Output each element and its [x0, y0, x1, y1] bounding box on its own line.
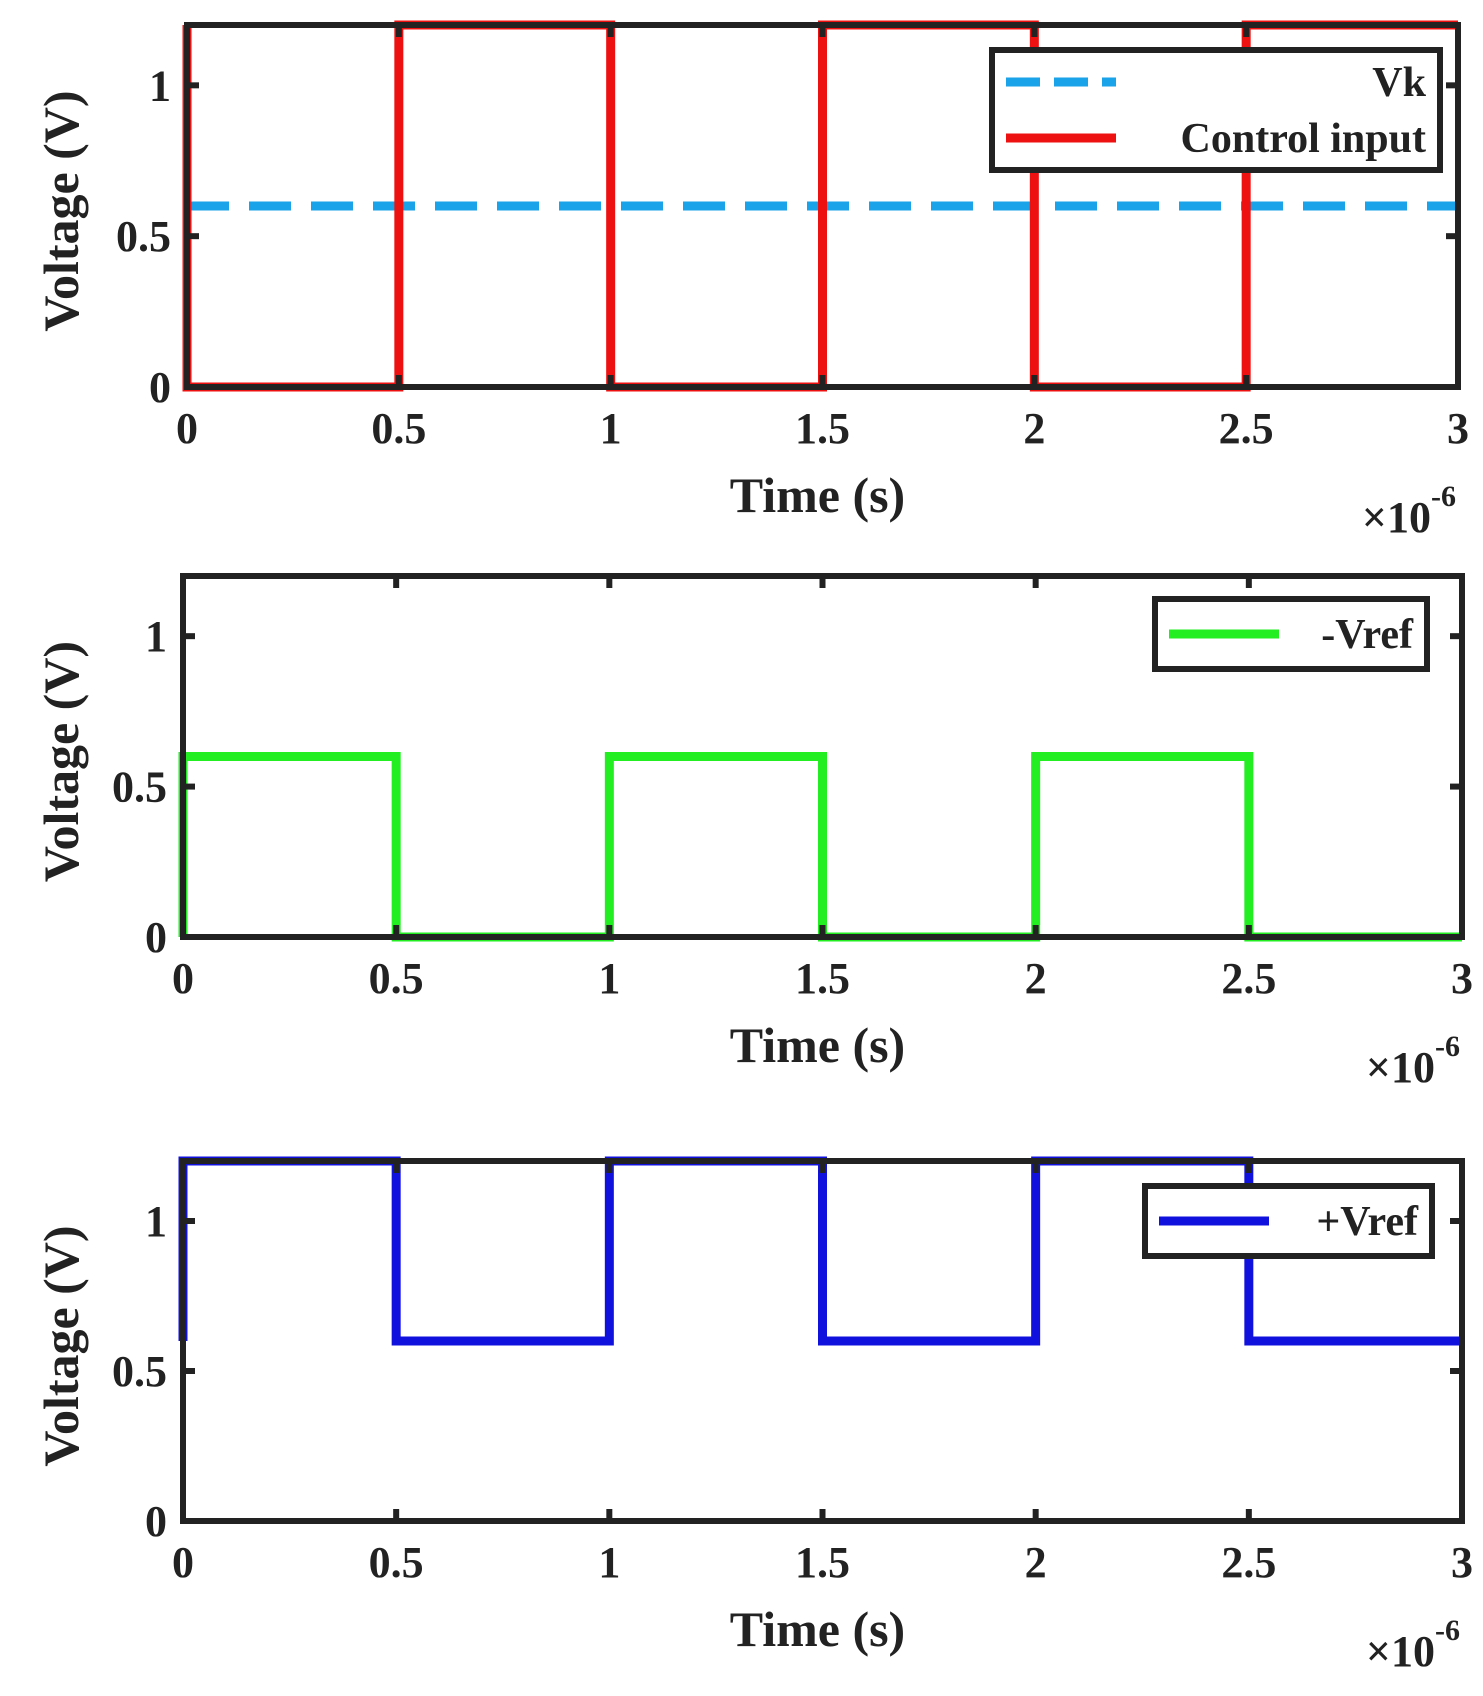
x-tick-label: 2.5	[1221, 954, 1276, 1003]
x-tick-label: 0	[176, 404, 198, 453]
x-tick-label: 3	[1451, 954, 1473, 1003]
x-tick-label: 2.5	[1221, 1538, 1276, 1587]
x-multiplier: ×10-6	[1362, 480, 1456, 542]
series-line-vref	[178, 752, 1462, 942]
x-tick-label: 0.5	[369, 954, 424, 1003]
legend-label: -Vref	[1321, 612, 1414, 658]
y-axis-title: Voltage (V)	[33, 90, 89, 331]
x-tick-label: 1	[598, 1538, 620, 1587]
y-tick-label: 0	[145, 913, 167, 962]
x-axis-title: Time (s)	[730, 1017, 905, 1073]
y-tick-label: 1	[145, 612, 167, 661]
x-tick-label: 0.5	[369, 1538, 424, 1587]
x-tick-label: 0.5	[371, 404, 426, 453]
chart-panel-3: 0 0.5 1 1.5 2 2.5 3 0 0.5 1 Time (s) Voltage (V) ×10…	[33, 1156, 1473, 1676]
y-axis-title: Voltage (V)	[33, 641, 89, 882]
x-multiplier: ×10-6	[1366, 1614, 1460, 1676]
chart-panel-2: 0 0.5 1 1.5 2 2.5 3 0 0.5 1 Time (s) Voltage (V) ×10…	[33, 573, 1473, 1092]
legend-label: Vk	[1372, 60, 1426, 106]
y-axis-title: Voltage (V)	[33, 1225, 89, 1466]
legend: Vk Control input	[989, 47, 1443, 173]
y-tick-label: 1	[149, 61, 171, 110]
y-tick-label: 0.5	[112, 763, 167, 812]
x-tick-label: 2.5	[1219, 404, 1274, 453]
legend-label: +Vref	[1316, 1199, 1419, 1245]
x-multiplier-exponent: -6	[1435, 1030, 1460, 1063]
x-tick-label: 0	[172, 1538, 194, 1587]
x-multiplier-exponent: -6	[1431, 480, 1456, 513]
x-tick-label: 3	[1447, 404, 1469, 453]
x-tick-label: 2	[1025, 1538, 1047, 1587]
x-tick-label: 1	[598, 954, 620, 1003]
x-multiplier-base: ×10	[1362, 493, 1431, 542]
legend: -Vref	[1152, 596, 1430, 672]
x-tick-label: 1.5	[795, 954, 850, 1003]
x-axis-title: Time (s)	[730, 467, 905, 523]
x-tick-label: 2	[1023, 404, 1045, 453]
x-tick-label: 2	[1025, 954, 1047, 1003]
y-tick-label: 0	[145, 1497, 167, 1546]
legend: +Vref	[1142, 1183, 1435, 1259]
legend-label: Control input	[1181, 116, 1426, 162]
y-tick-label: 1	[145, 1197, 167, 1246]
x-tick-label: 1.5	[795, 1538, 850, 1587]
y-tick-label: 0.5	[112, 1347, 167, 1396]
legend-box	[989, 47, 1443, 173]
x-multiplier-base: ×10	[1366, 1043, 1435, 1092]
y-tick-label: 0.5	[116, 212, 171, 261]
x-multiplier-exponent: -6	[1435, 1614, 1460, 1647]
x-tick-label: 1	[600, 404, 622, 453]
x-tick-label: 3	[1451, 1538, 1473, 1587]
chart-panel-1: 0 0.5 1 1.5 2 2.5 3 0 0.5 1 Time (s) Voltage (V) ×10…	[33, 20, 1469, 542]
x-multiplier-base: ×10	[1366, 1627, 1435, 1676]
x-tick-label: 0	[172, 954, 194, 1003]
x-multiplier: ×10-6	[1366, 1030, 1460, 1092]
y-tick-label: 0	[149, 363, 171, 412]
x-tick-label: 1.5	[795, 404, 850, 453]
x-axis-title: Time (s)	[730, 1601, 905, 1657]
